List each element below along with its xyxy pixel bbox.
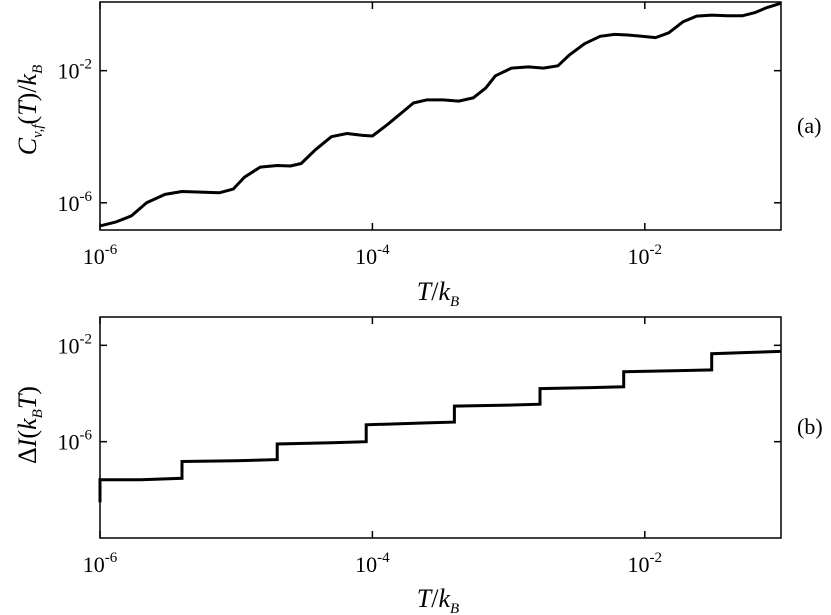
x-axis-label-a: T/kB <box>417 277 459 310</box>
series-line-b <box>98 349 782 503</box>
panel-b: 10-6 10-4 10-2 10-6 10-2 ΔI(kBT) T/kB (b) <box>13 316 823 615</box>
y-axis-label-b: ΔI(kBT) <box>13 386 46 464</box>
panel-label-b: (b) <box>797 414 823 439</box>
y-tick-label: 10-2 <box>58 57 93 84</box>
x-tick-label: 10-6 <box>83 242 118 269</box>
y-axis-label-a: Cv,f(T)/kB <box>13 65 46 156</box>
x-tick-label: 10-4 <box>355 550 390 577</box>
y-tick-label: 10-2 <box>58 331 93 358</box>
y-tick-label: 10-6 <box>58 428 93 455</box>
x-tick-label: 10-4 <box>355 242 390 269</box>
x-tick-label: 10-6 <box>83 550 118 577</box>
x-tick-label: 10-2 <box>628 242 663 269</box>
series-line-a <box>99 1 782 228</box>
panel-a: 10-6 10-4 10-2 10-6 10-2 Cv,f(T)/kB T/kB (a… <box>13 1 821 310</box>
plot-frame-b <box>99 316 782 539</box>
x-tick-label: 10-2 <box>628 550 663 577</box>
panel-label-a: (a) <box>797 113 821 138</box>
x-axis-label-b: T/kB <box>417 584 459 615</box>
y-ticks-a: 10-6 10-2 <box>58 57 781 216</box>
y-tick-label: 10-6 <box>58 189 93 216</box>
x-ticks-a: 10-6 10-4 10-2 <box>83 2 662 269</box>
plot-frame-a <box>99 1 782 231</box>
y-ticks-b: 10-6 10-2 <box>58 331 781 455</box>
x-ticks-b: 10-6 10-4 10-2 <box>83 317 662 577</box>
